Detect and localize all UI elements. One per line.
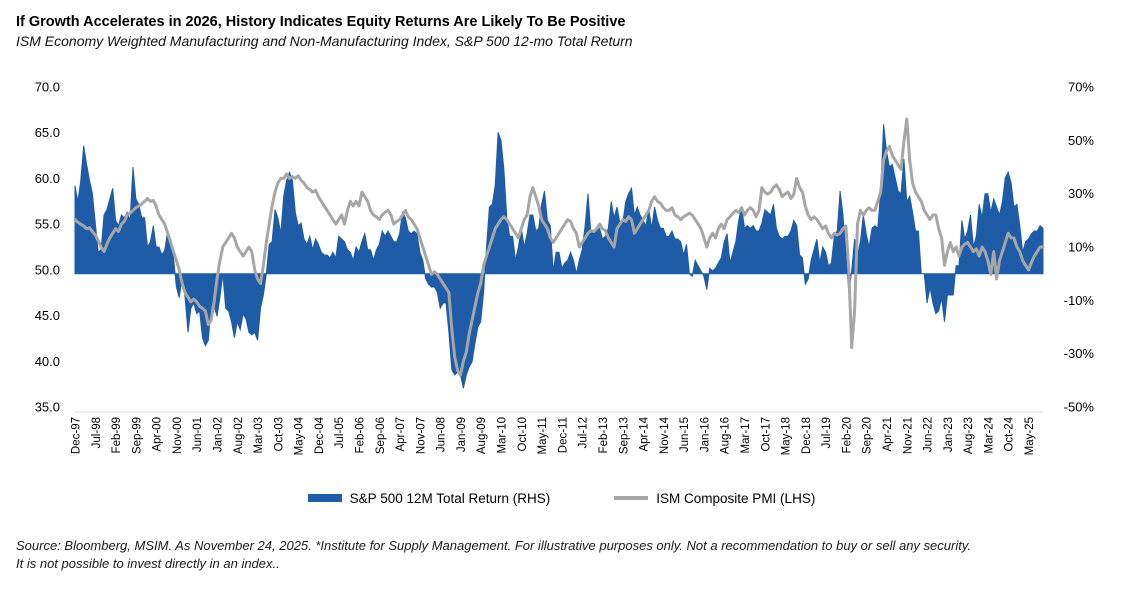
x-axis-tick: May-04 (294, 416, 306, 455)
x-axis-tick: Feb-20 (841, 417, 853, 453)
x-axis-tick: Jun-08 (436, 417, 448, 452)
y-left-tick: 50.0 (35, 262, 60, 277)
y-left-tick: 65.0 (35, 125, 60, 140)
x-axis-tick: Oct-17 (760, 417, 772, 452)
chart-canvas: 70.0 65.0 60.0 55.0 50.0 45.0 40.0 35.0 70% 50% 30… (35, 80, 1095, 456)
chart-title: If Growth Accelerates in 2026, History I… (16, 14, 626, 30)
x-axis-tick: Jun-15 (679, 417, 691, 452)
y-left-tick: 60.0 (35, 171, 60, 186)
y-right-tick: -10% (1064, 293, 1095, 308)
x-axis-tick: Mar-03 (253, 417, 265, 453)
y-right-tick: 10% (1068, 240, 1094, 255)
x-axis-tick: Jan-09 (456, 417, 468, 452)
x-axis-tick: May-11 (537, 417, 549, 455)
y-left-tick: 40.0 (35, 354, 60, 369)
x-axis-tick: Aug-02 (233, 417, 245, 454)
legend-item-ism: ISM Composite PMI (LHS) (614, 491, 815, 506)
x-axis-tick: Jul-98 (91, 417, 103, 448)
x-axis-tick: Sep-99 (131, 417, 143, 454)
chart-area: 70.0 65.0 60.0 55.0 50.0 45.0 40.0 35.0 70% 50% 30… (0, 75, 1123, 487)
y-right-tick: 70% (1068, 80, 1094, 95)
x-axis-tick: Mar-10 (497, 417, 509, 453)
x-axis-tick: Feb-99 (111, 417, 123, 453)
x-axis-tick: Oct-10 (517, 417, 529, 452)
x-axis-tick: May-25 (1024, 417, 1036, 455)
legend-label-sp500: S&P 500 12M Total Return (RHS) (349, 490, 551, 506)
x-axis-tick: Mar-17 (740, 417, 752, 453)
x-axis-tick: Aug-16 (720, 417, 732, 454)
x-axis-tick: Aug-23 (963, 417, 975, 454)
x-axis-tick: Oct-24 (1004, 416, 1016, 451)
sp500-area-swatch-icon (307, 494, 342, 502)
x-axis-tick: Nov-07 (415, 417, 427, 454)
legend: S&P 500 12M Total Return (RHS) ISM Compo… (0, 488, 1123, 508)
x-axis-tick: Oct-03 (273, 417, 285, 452)
x-axis-tick: Feb-13 (598, 417, 610, 453)
x-axis-tick: Sep-20 (862, 417, 874, 454)
legend-label-ism: ISM Composite PMI (LHS) (656, 490, 816, 506)
x-axis-tick: Dec-11 (557, 417, 569, 453)
x-axis-tick: Jul-05 (334, 417, 346, 448)
x-axis-tick: Nov-00 (172, 417, 184, 454)
y-left-tick: 35.0 (35, 400, 60, 415)
y-right-tick: 50% (1068, 133, 1094, 148)
x-axis-tick: Nov-14 (659, 416, 671, 454)
x-axis-tick: Sep-06 (375, 417, 387, 454)
x-axis-tick: Nov-21 (902, 417, 914, 454)
x-axis-tick: Sep-13 (618, 417, 630, 454)
y-right-tick: -30% (1064, 346, 1095, 361)
x-axis-tick: Jan-16 (699, 417, 711, 452)
x-axis-tick: Dec-04 (314, 416, 326, 454)
legend-item-sp500: S&P 500 12M Total Return (RHS) (307, 490, 551, 506)
x-axis-tick: Dec-18 (801, 417, 813, 454)
source-note: Source: Bloomberg, MSIM. As November 24,… (16, 537, 1111, 572)
y-right-tick: 30% (1068, 186, 1094, 201)
x-axis-tick: Apr-14 (639, 416, 651, 451)
x-axis-tick: Apr-21 (882, 417, 894, 452)
x-axis-tick: Jun-22 (923, 417, 935, 452)
source-note-line2: It is not possible to invest directly in… (16, 555, 280, 571)
x-axis-tick: Aug-09 (476, 417, 488, 454)
x-axis-tick: Jan-02 (213, 417, 225, 452)
x-axis-tick: Apr-07 (395, 417, 407, 452)
x-axis-tick: Jul-19 (821, 417, 833, 448)
ism-line-swatch-icon (614, 496, 649, 500)
x-axis-tick: Jan-23 (943, 417, 955, 452)
y-left-tick: 70.0 (35, 80, 60, 95)
x-axis-tick: May-18 (781, 417, 793, 455)
chart-subtitle: ISM Economy Weighted Manufacturing and N… (16, 33, 633, 49)
y-left-tick: 45.0 (35, 308, 60, 323)
x-axis-tick: Dec-97 (71, 417, 83, 454)
y-right-tick: -50% (1064, 400, 1095, 415)
y-left-tick: 55.0 (35, 217, 60, 232)
x-axis-tick: Mar-24 (983, 416, 995, 453)
x-axis-tick: Jul-12 (578, 417, 590, 448)
x-axis-tick: Apr-00 (152, 417, 164, 452)
x-axis-tick: Feb-06 (355, 417, 367, 453)
x-axis-tick: Jun-01 (192, 417, 204, 452)
source-note-line1: Source: Bloomberg, MSIM. As November 24,… (16, 538, 971, 553)
